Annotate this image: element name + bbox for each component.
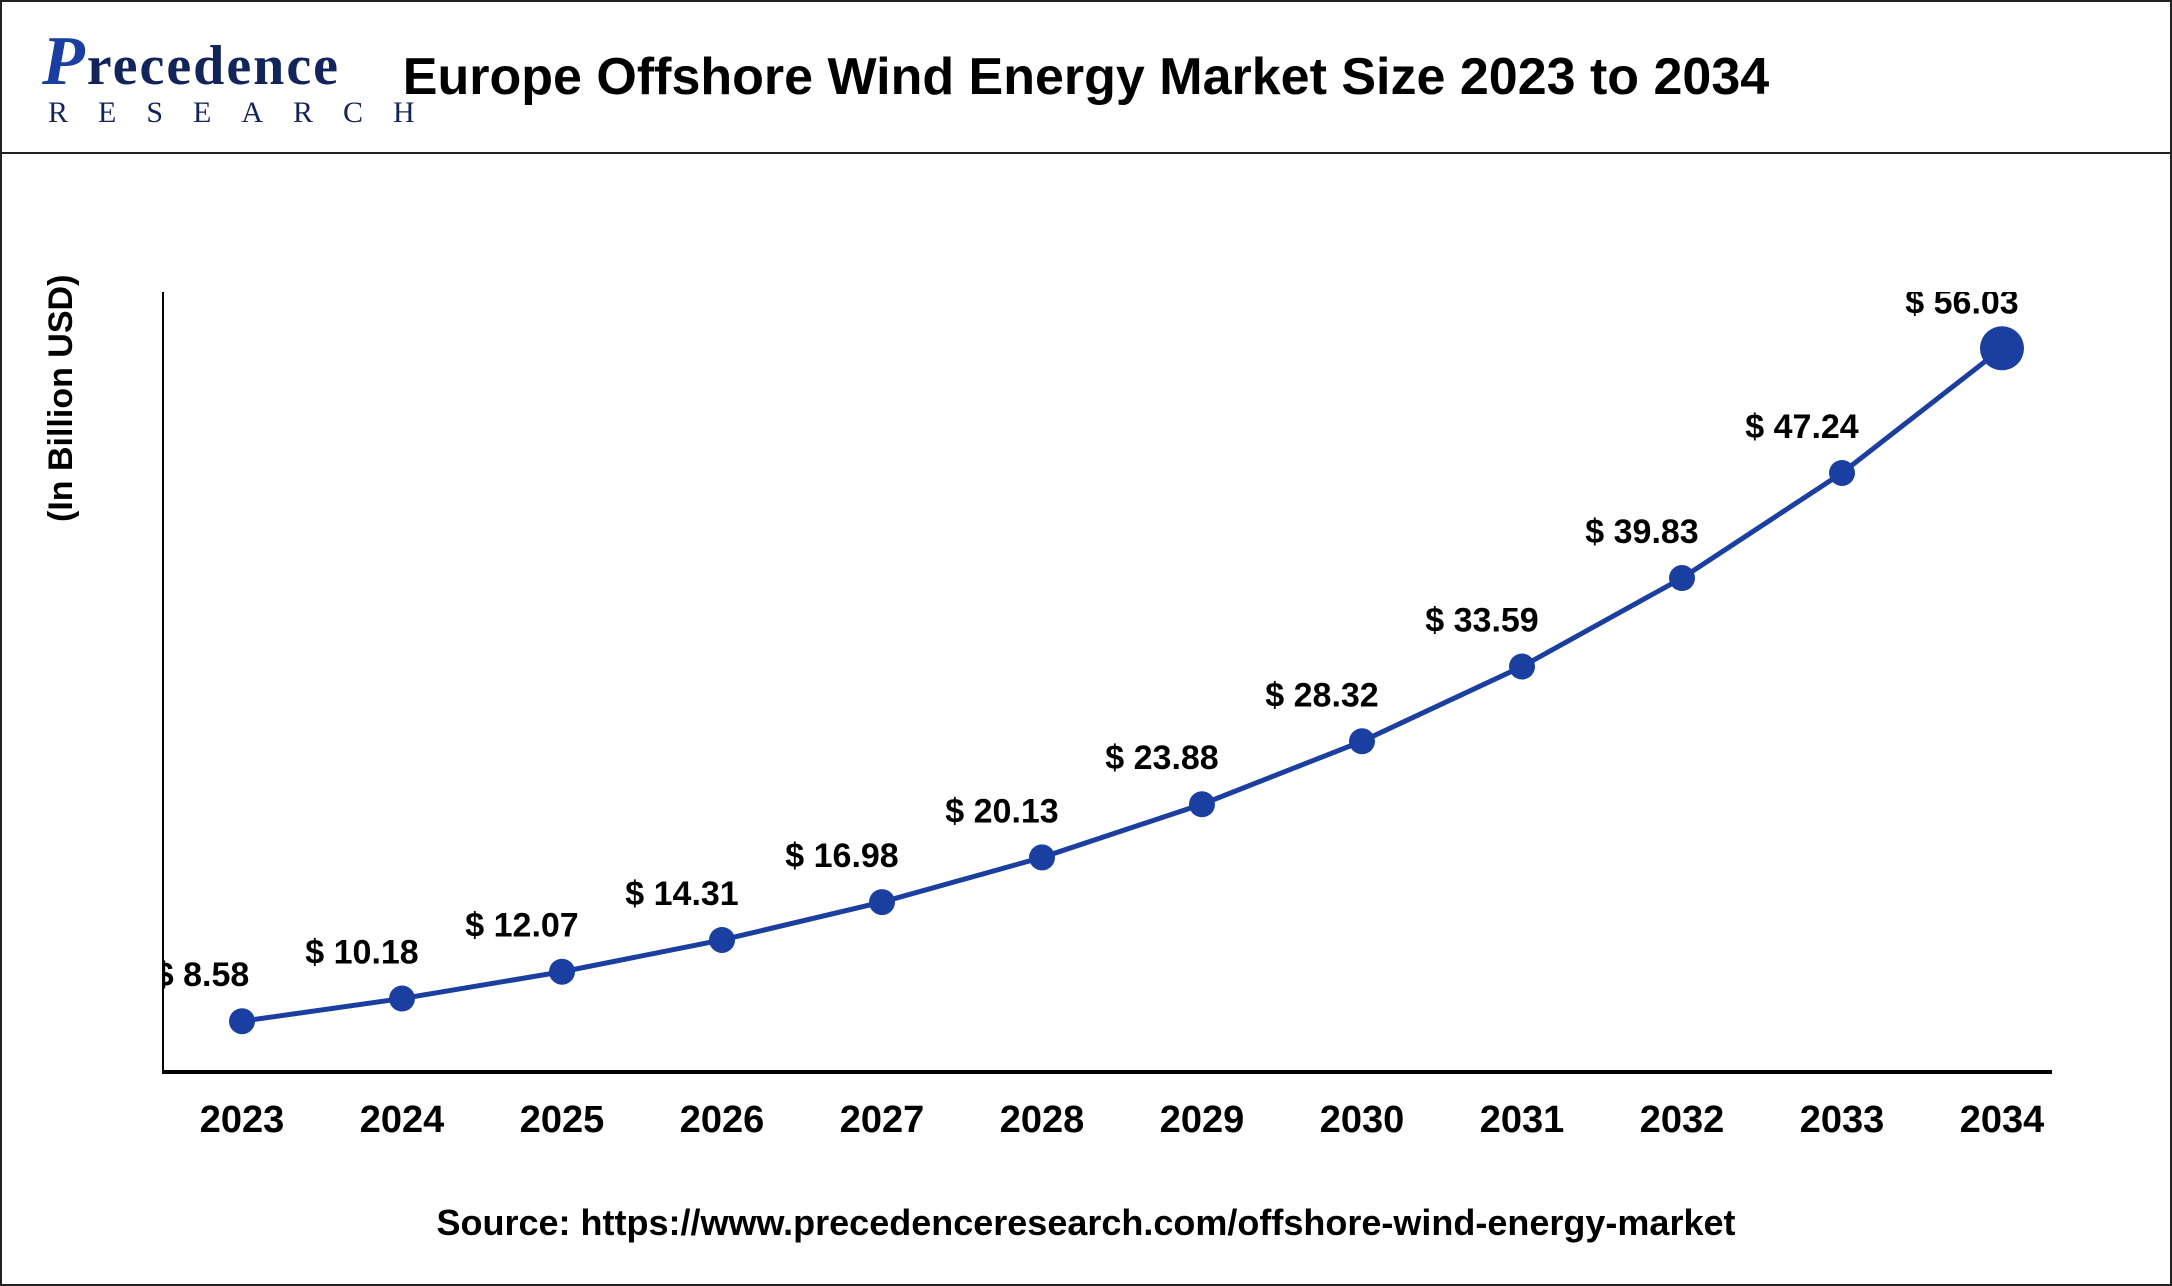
x-tick-label: 2023 [200, 1099, 285, 1141]
chart-svg: $ 8.58 $ 10.18 $ 12.07 $ 14.31 $ 16.98 $ 20.1… [162, 292, 2052, 1192]
data-point [1189, 791, 1215, 817]
data-point [709, 927, 735, 953]
header: Precedence RESEARCH Europe Offshore Wind… [2, 2, 2170, 154]
brand-name-rest: recedence [87, 35, 340, 97]
x-tick-label: 2032 [1640, 1099, 1725, 1141]
brand-logo: Precedence RESEARCH [42, 22, 402, 132]
data-point [1509, 654, 1535, 680]
x-tick-label: 2024 [360, 1099, 445, 1141]
data-label: $ 23.88 [1105, 739, 1218, 777]
brand-accent-letter: P [42, 23, 87, 100]
x-tick-label: 2029 [1160, 1099, 1245, 1141]
brand-subtitle: RESEARCH [42, 96, 402, 130]
brand-name: Precedence [42, 22, 402, 102]
data-label: $ 47.24 [1745, 408, 1859, 446]
data-point [1349, 728, 1375, 754]
data-point [229, 1008, 255, 1034]
x-tick-label: 2025 [520, 1099, 605, 1141]
data-label: $ 10.18 [305, 934, 418, 972]
data-label: $ 8.58 [162, 956, 249, 994]
x-tick-label: 2033 [1800, 1099, 1885, 1141]
x-tick-label: 2031 [1480, 1099, 1565, 1141]
data-label: $ 28.32 [1265, 676, 1378, 714]
data-label: $ 12.07 [465, 907, 578, 945]
data-label: $ 39.83 [1585, 513, 1698, 551]
data-point [1829, 460, 1855, 486]
chart-plot-area: $ 8.58 $ 10.18 $ 12.07 $ 14.31 $ 16.98 $ 20.1… [162, 292, 2052, 1072]
data-point [1669, 565, 1695, 591]
y-axis-label: (In Billion USD) [42, 275, 81, 522]
data-point [549, 959, 575, 985]
x-tick-label: 2028 [1000, 1099, 1085, 1141]
data-label: $ 33.59 [1425, 602, 1538, 640]
data-point [869, 889, 895, 915]
data-point [389, 986, 415, 1012]
chart-container: Precedence RESEARCH Europe Offshore Wind… [0, 0, 2172, 1286]
source-citation: Source: https://www.precedenceresearch.c… [2, 1202, 2170, 1244]
data-label: $ 16.98 [785, 837, 898, 875]
data-point [1029, 844, 1055, 870]
data-label: $ 56.03 [1905, 292, 2018, 321]
x-tick-label: 2030 [1320, 1099, 1405, 1141]
data-point [1980, 326, 2024, 370]
x-tick-label: 2027 [840, 1099, 925, 1141]
data-label: $ 14.31 [625, 875, 738, 913]
data-label: $ 20.13 [945, 792, 1058, 830]
x-tick-label: 2034 [1960, 1099, 2045, 1141]
x-tick-label: 2026 [680, 1099, 765, 1141]
